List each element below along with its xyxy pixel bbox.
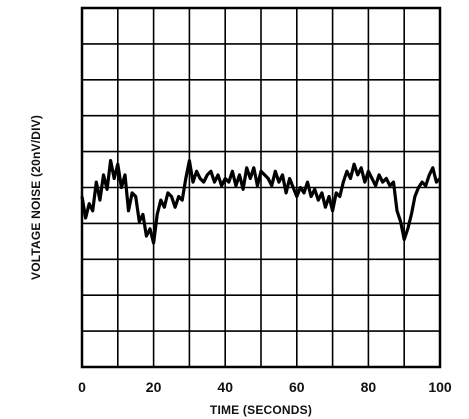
x-tick-label: 100 <box>428 379 452 395</box>
y-axis-label: VOLTAGE NOISE (20nV/DIV) <box>29 115 43 280</box>
x-tick-label: 60 <box>289 379 305 395</box>
x-tick-label: 0 <box>78 379 86 395</box>
x-tick-label: 80 <box>361 379 377 395</box>
plot-frame <box>80 6 442 369</box>
x-tick-label: 20 <box>146 379 162 395</box>
noise-trace <box>80 159 442 245</box>
x-tick-label: 40 <box>217 379 233 395</box>
x-tick-labels: 0 20 40 60 80 100 <box>78 379 452 395</box>
horizontal-grid <box>82 43 440 332</box>
x-axis-label: TIME (SECONDS) <box>210 403 312 417</box>
